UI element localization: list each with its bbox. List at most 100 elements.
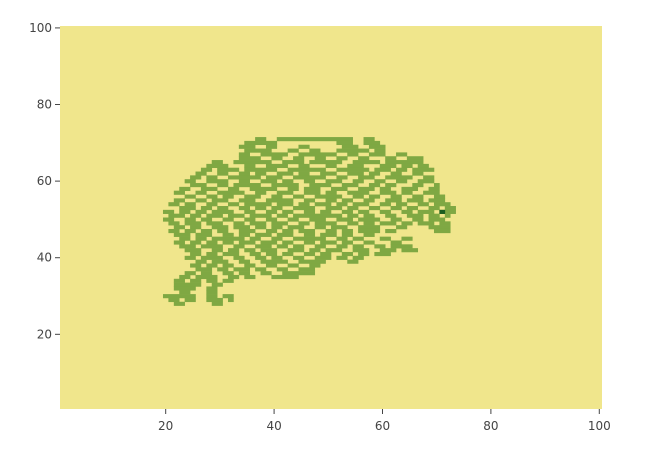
heatmap-cell-run	[385, 156, 397, 161]
heatmap-cell-run	[282, 228, 294, 234]
heatmap-cell-run	[336, 140, 353, 146]
heatmap-cell-run	[255, 171, 267, 176]
heatmap-cell-run	[255, 137, 267, 142]
heatmap-cell-run	[336, 175, 348, 180]
heatmap-cell-run	[249, 213, 272, 218]
heatmap-cell-run	[244, 209, 256, 214]
heatmap-cell-run	[190, 225, 202, 230]
heatmap-cell-run	[184, 297, 196, 303]
heatmap-cell-run	[401, 163, 413, 169]
heatmap-cell-run	[249, 221, 267, 226]
heatmap-cell-run	[249, 251, 261, 257]
heatmap-cell-run	[363, 213, 375, 218]
heatmap-cell-run	[341, 183, 359, 188]
heatmap-cell-run	[233, 267, 250, 272]
heatmap-cell-run	[298, 163, 310, 169]
heatmap-cell-run	[206, 297, 223, 303]
heatmap-cell-run	[265, 144, 278, 149]
y-tick-label: 20	[37, 327, 52, 341]
heatmap-cell-run	[211, 198, 229, 203]
heatmap-cell-run	[238, 144, 256, 149]
heatmap-cell-run	[314, 194, 343, 199]
heatmap-cell-run	[184, 179, 196, 184]
heatmap-cell-run	[195, 190, 207, 195]
heatmap-cell-run	[271, 225, 283, 230]
heatmap-cell-run	[412, 217, 424, 222]
heatmap-cell-run	[195, 171, 207, 176]
heatmap-cell-run	[406, 198, 424, 203]
heatmap-cell-run	[244, 148, 272, 153]
heatmap-cell-run	[374, 179, 386, 184]
heatmap-cell-run	[336, 236, 348, 241]
heatmap-cell-dark	[439, 209, 446, 214]
heatmap-cell-run	[358, 251, 370, 257]
heatmap-cell-run	[331, 225, 348, 230]
heatmap-cell-run	[184, 228, 196, 234]
heatmap-cell-run	[228, 297, 234, 303]
heatmap-cell-run	[406, 156, 424, 161]
heatmap-cell-run	[363, 198, 375, 203]
heatmap-cell-run	[390, 194, 402, 199]
heatmap-cell-run	[293, 206, 316, 211]
heatmap-cell-run	[379, 209, 391, 214]
heatmap-cell-run	[287, 217, 299, 222]
heatmap-cell-run	[271, 255, 283, 260]
heatmap-cell-run	[325, 163, 337, 169]
heatmap-cell-run	[265, 251, 278, 257]
heatmap-cell-run	[374, 244, 386, 249]
heatmap-cell-run	[233, 244, 245, 249]
heatmap-cell-run	[347, 163, 364, 169]
heatmap-cell-run	[314, 221, 337, 226]
heatmap-cell-run	[206, 194, 218, 199]
heatmap-cell-run	[379, 248, 397, 253]
heatmap-cell-run	[211, 236, 245, 241]
heatmap-cell-run	[233, 255, 245, 260]
heatmap-cell-run	[244, 248, 256, 253]
heatmap-cell-run	[379, 186, 391, 191]
x-tick-label: 40	[266, 419, 281, 433]
heatmap-cell-run	[368, 206, 381, 211]
heatmap-cell-run	[173, 232, 191, 237]
heatmap-cell-run	[260, 152, 288, 157]
heatmap-cell-run	[298, 171, 310, 176]
heatmap-cell-run	[200, 255, 223, 260]
heatmap-cell-run	[401, 209, 413, 214]
heatmap-cell-run	[255, 255, 267, 260]
heatmap-cell-run	[233, 183, 261, 188]
heatmap-cell-run	[314, 255, 332, 260]
heatmap-cell-run	[358, 175, 375, 180]
heatmap-cell-run	[379, 221, 397, 226]
heatmap-cell-run	[265, 209, 278, 214]
heatmap-cell-run	[282, 179, 294, 184]
heatmap-cell-run	[179, 290, 191, 295]
x-axis: 20 40 60 80 100	[158, 409, 611, 433]
heatmap-cell-run	[206, 202, 218, 207]
heatmap-cell-run	[374, 251, 391, 257]
heatmap-cell-run	[276, 213, 288, 218]
heatmap-cell-run	[303, 240, 316, 245]
heatmap-cell-run	[222, 271, 234, 276]
heatmap-cell-run	[325, 198, 337, 203]
heatmap-cell-run	[325, 190, 337, 195]
heatmap-cell-run	[271, 194, 283, 199]
heatmap-cell-run	[265, 198, 294, 203]
heatmap-cell-run	[249, 186, 278, 191]
heatmap-cell-run	[341, 209, 353, 214]
heatmap-cell-run	[303, 186, 321, 191]
heatmap-cell-run	[358, 217, 381, 222]
heatmap-cell-run	[271, 156, 283, 161]
heatmap-cell-run	[173, 225, 185, 230]
heatmap-cell-run	[298, 144, 310, 149]
heatmap-cell-run	[195, 198, 207, 203]
heatmap-cell-run	[282, 251, 294, 257]
heatmap-cell-run	[287, 186, 299, 191]
heatmap-cell-run	[179, 186, 191, 191]
heatmap-cell-run	[184, 217, 196, 222]
heatmap-cell-run	[244, 263, 256, 268]
heatmap-cell-run	[352, 236, 364, 241]
heatmap-cell-run	[320, 171, 337, 176]
heatmap-cell-run	[265, 228, 278, 234]
heatmap-cell-run	[206, 290, 218, 295]
heatmap-cell-run	[265, 175, 283, 180]
